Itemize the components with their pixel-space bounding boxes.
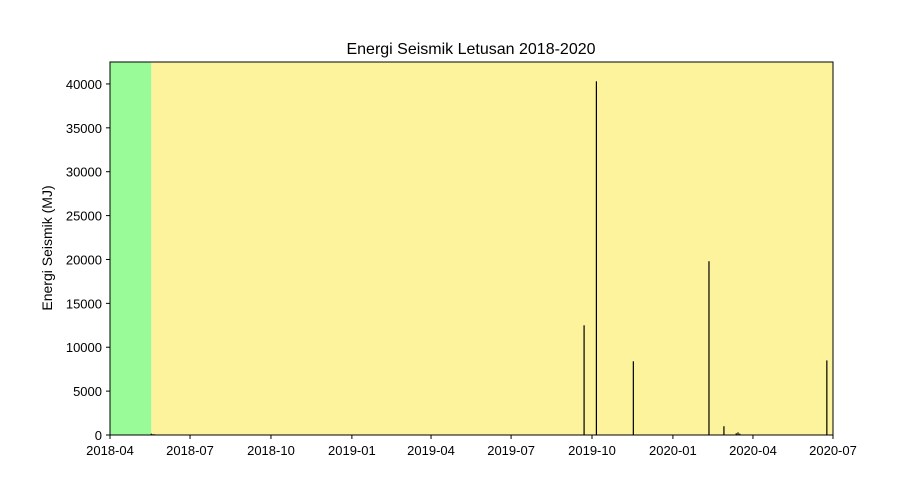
chart-title: Energi Seismik Letusan 2018-2020: [346, 41, 595, 58]
x-tick-label: 2019-10: [568, 443, 616, 458]
y-tick-label: 20000: [66, 252, 102, 267]
x-tick-label: 2020-04: [729, 443, 777, 458]
y-tick-label: 25000: [66, 209, 102, 224]
y-tick-label: 0: [95, 428, 102, 443]
x-tick-label: 2020-07: [809, 443, 857, 458]
bar-2020-02-11: [708, 261, 710, 435]
x-tick-label: 2018-04: [86, 443, 134, 458]
x-tick-label: 2019-07: [487, 443, 535, 458]
x-tick-label: 2019-01: [328, 443, 376, 458]
x-tick-label: 2019-04: [407, 443, 455, 458]
background-spans: [110, 62, 833, 435]
x-axis: 2018-04 2018-07 2018-10 2019-01 2019-04 2019-…: [86, 435, 857, 458]
y-tick-label: 30000: [66, 165, 102, 180]
y-tick-label: 40000: [66, 77, 102, 92]
y-axis: 0 5000 10000 15000 20000 25000 30000 35000 40000: [66, 77, 110, 443]
y-tick-label: 35000: [66, 121, 102, 136]
background-span-0: [110, 62, 152, 435]
bar-2019-09-22: [583, 325, 585, 435]
y-tick-label: 15000: [66, 296, 102, 311]
bar-2019-10-06: [595, 81, 597, 436]
x-tick-label: 2020-01: [649, 443, 697, 458]
bar-2020-03-13: [735, 433, 737, 435]
y-tick-label: 5000: [73, 384, 102, 399]
y-tick-label: 10000: [66, 340, 102, 355]
bar-2020-03-17: [739, 433, 741, 435]
x-tick-label: 2018-07: [166, 443, 214, 458]
plot-frame: [109, 61, 834, 436]
y-axis-label: Energi Seismik (MJ): [39, 185, 55, 310]
bar-2020-03-15: [737, 432, 739, 435]
background-span-1: [151, 62, 833, 435]
x-tick-label: 2018-10: [247, 443, 295, 458]
bar-2020-02-28: [723, 426, 725, 435]
bar-2018-05-18: [150, 433, 152, 435]
bar-2020-06-24: [826, 360, 828, 435]
bar-2019-11-17: [632, 361, 634, 435]
